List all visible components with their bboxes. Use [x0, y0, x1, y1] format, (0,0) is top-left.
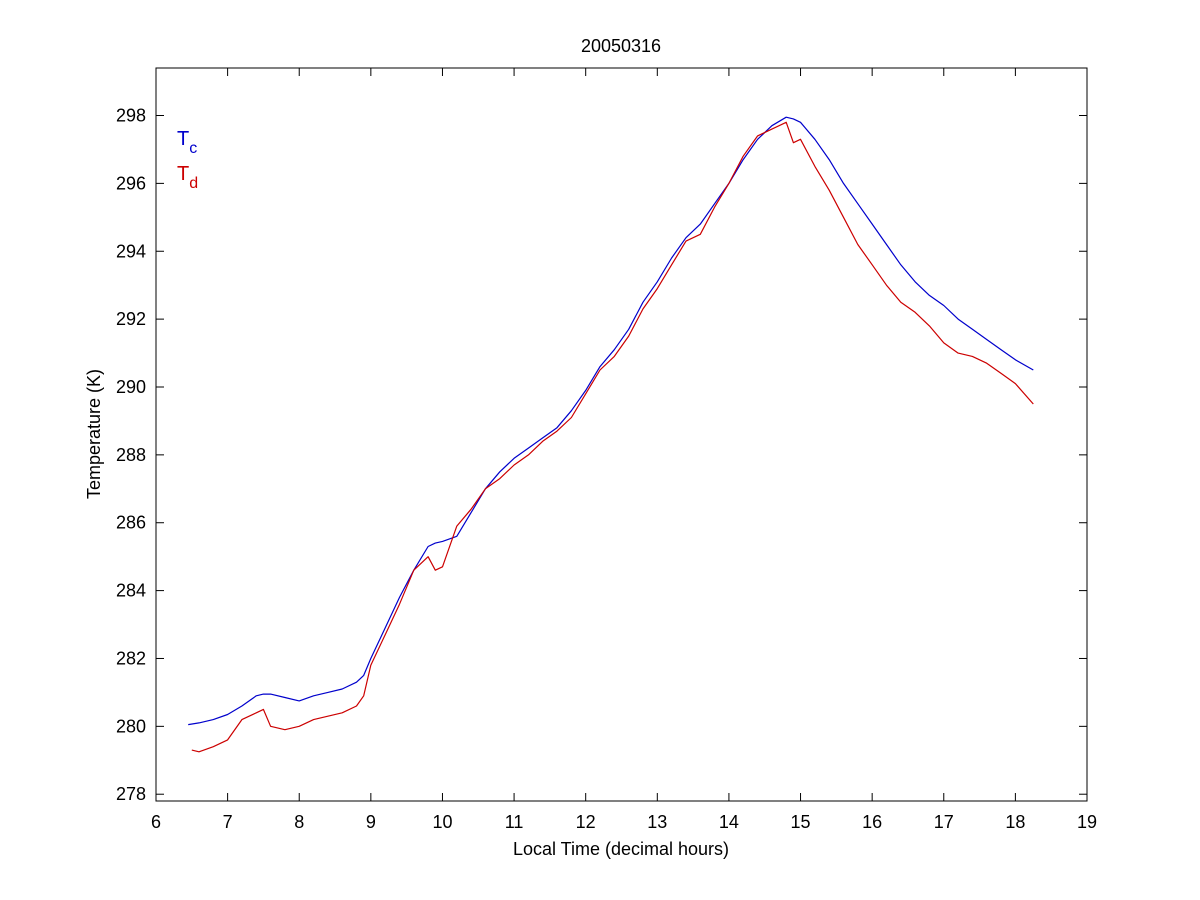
- legend-entry-td-main: T: [177, 163, 189, 185]
- legend-entry-tc-main: T: [177, 128, 189, 150]
- legend-entry-td: Td: [177, 163, 198, 192]
- x-tick-label: 18: [1005, 812, 1025, 832]
- y-tick-label: 282: [116, 648, 146, 668]
- legend-entry-td-sub: d: [189, 175, 198, 192]
- x-axis-label: Local Time (decimal hours): [513, 839, 729, 859]
- y-tick-label: 284: [116, 581, 146, 601]
- legend-entry-tc: Tc: [177, 128, 197, 157]
- x-tick-label: 15: [791, 812, 811, 832]
- y-tick-label: 298: [116, 106, 146, 126]
- plot-frame: [155, 67, 1088, 802]
- y-tick-label: 278: [116, 784, 146, 804]
- x-tick-label: 6: [151, 812, 161, 832]
- y-axis: 278 280 282 284 286 288 290 292 294 296 298: [116, 106, 1087, 804]
- x-tick-label: 7: [223, 812, 233, 832]
- y-tick-label: 292: [116, 309, 146, 329]
- x-tick-label: 9: [366, 812, 376, 832]
- series-layer: [188, 116, 1034, 753]
- series-line-td: [191, 121, 1034, 753]
- x-tick-label: 12: [576, 812, 596, 832]
- x-tick-label: 19: [1077, 812, 1097, 832]
- y-axis-label: Temperature (K): [84, 369, 104, 499]
- y-tick-label: 296: [116, 173, 146, 193]
- x-tick-label: 14: [719, 812, 739, 832]
- y-tick-label: 290: [116, 377, 146, 397]
- legend: Tc Td: [177, 128, 198, 192]
- x-tick-label: 11: [505, 812, 524, 832]
- series-line-tc: [188, 116, 1034, 726]
- x-tick-label: 8: [294, 812, 304, 832]
- plot-area: [156, 68, 1087, 801]
- x-tick-label: 17: [934, 812, 954, 832]
- y-tick-label: 286: [116, 513, 146, 533]
- y-tick-label: 280: [116, 716, 146, 736]
- x-axis: 6 7 8 9 10 11 12 13 14 15 16 17 18 19: [151, 68, 1097, 832]
- x-tick-label: 13: [647, 812, 667, 832]
- y-tick-label: 288: [116, 445, 146, 465]
- chart-title: 20050316: [581, 36, 661, 56]
- x-tick-label: 10: [432, 812, 452, 832]
- y-tick-label: 294: [116, 241, 146, 261]
- legend-entry-tc-sub: c: [189, 140, 197, 157]
- x-tick-label: 16: [862, 812, 882, 832]
